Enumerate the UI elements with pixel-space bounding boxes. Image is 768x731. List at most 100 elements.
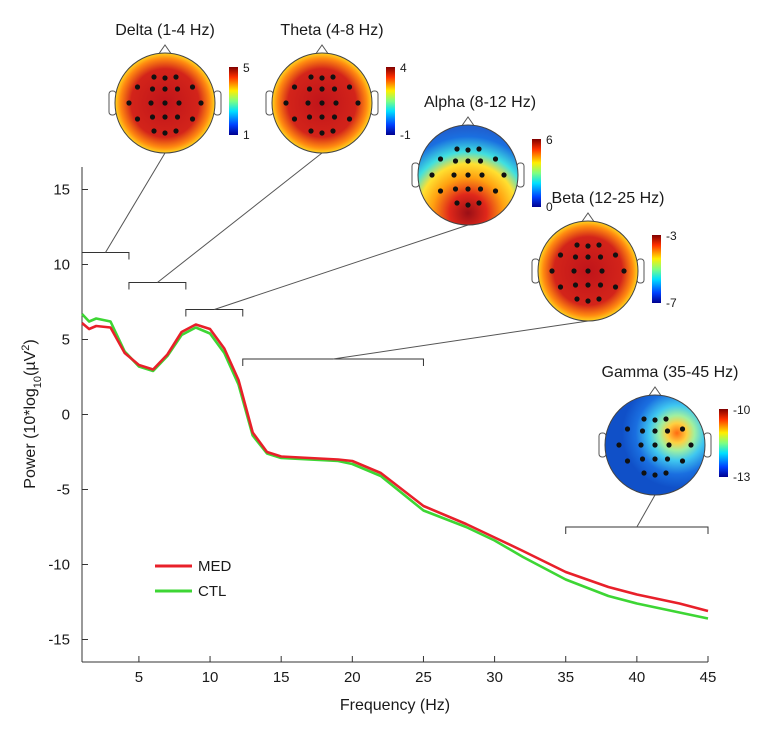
electrode-gamma-13 xyxy=(624,458,631,464)
series-line-med xyxy=(81,322,709,613)
electrode-delta-14 xyxy=(149,114,156,120)
topomap-title-beta: Beta (12-25 Hz) xyxy=(552,190,665,207)
electrode-theta-16 xyxy=(331,114,338,120)
electrode-alpha-0 xyxy=(465,147,471,153)
electrode-gamma-10 xyxy=(652,442,658,448)
y-tick-label--10: -10 xyxy=(48,557,70,574)
topomap-title-theta: Theta (4-8 Hz) xyxy=(280,22,383,39)
x-tick-label-35: 35 xyxy=(557,669,574,686)
connector-line-beta xyxy=(333,320,589,360)
electrode-delta-18 xyxy=(151,128,157,134)
connector-line-gamma xyxy=(636,494,656,528)
electrode-beta-19 xyxy=(585,298,591,304)
colorbar-max-gamma: -10 xyxy=(733,403,751,417)
electrode-delta-4 xyxy=(149,86,156,92)
bracket-line-theta xyxy=(128,282,187,290)
electrode-gamma-15 xyxy=(652,456,658,462)
electrode-theta-17 xyxy=(346,116,353,122)
electrode-alpha-20 xyxy=(476,200,482,206)
electrode-delta-15 xyxy=(162,114,168,120)
topomap-beta: -3 -7 Beta (12-25 Hz) xyxy=(531,190,677,322)
electrode-theta-6 xyxy=(331,86,338,92)
electrode-gamma-9 xyxy=(638,442,644,448)
electrode-alpha-11 xyxy=(479,172,485,178)
electrode-theta-12 xyxy=(355,100,361,106)
electrode-beta-1 xyxy=(574,242,580,248)
electrode-gamma-12 xyxy=(688,442,694,448)
bracket-line-alpha xyxy=(185,309,244,317)
electrode-delta-7 xyxy=(189,84,196,90)
x-tick-group: 5 10 15 20 25 30 35 40 45 xyxy=(135,656,716,686)
colorbar-delta xyxy=(229,67,238,135)
electrode-alpha-5 xyxy=(465,158,471,164)
connector-line-delta xyxy=(105,152,166,253)
colorbar-max-theta: 4 xyxy=(400,61,407,75)
colorbar-max-beta: -3 xyxy=(666,229,677,243)
y-tick-label--15: -15 xyxy=(48,632,70,649)
electrode-alpha-6 xyxy=(477,158,484,164)
electrode-gamma-19 xyxy=(652,472,658,478)
colorbar-min-theta: -1 xyxy=(400,128,411,142)
electrode-alpha-8 xyxy=(429,172,435,178)
topomap-title-delta: Delta (1-4 Hz) xyxy=(115,22,215,39)
colorbar-min-gamma: -13 xyxy=(733,470,751,484)
electrode-beta-9 xyxy=(571,268,577,274)
electrode-theta-14 xyxy=(306,114,313,120)
topomap-group: 5 1 Delta (1-4 Hz) 4 -1 Theta (4-8 Hz) 6 0 Alpha… xyxy=(108,22,751,496)
bracket-line-delta xyxy=(81,252,130,260)
electrode-theta-0 xyxy=(319,75,325,81)
colorbar-max-alpha: 6 xyxy=(546,133,553,147)
electrode-gamma-1 xyxy=(641,416,647,422)
x-axis-label: Frequency (Hz) xyxy=(340,697,450,714)
electrode-theta-8 xyxy=(283,100,289,106)
colorbar-alpha xyxy=(532,139,541,207)
electrode-delta-5 xyxy=(162,86,168,92)
electrode-beta-15 xyxy=(585,282,591,288)
electrode-delta-16 xyxy=(174,114,181,120)
y-tick-label--5: -5 xyxy=(57,482,70,499)
electrode-beta-13 xyxy=(557,284,564,290)
electrode-gamma-16 xyxy=(664,456,671,462)
electrode-delta-19 xyxy=(162,130,168,136)
electrode-alpha-13 xyxy=(437,188,444,194)
electrode-beta-7 xyxy=(612,252,619,258)
series-group xyxy=(81,313,709,620)
electrode-theta-4 xyxy=(306,86,313,92)
electrode-gamma-11 xyxy=(666,442,672,448)
electrode-alpha-18 xyxy=(454,200,460,206)
electrode-beta-12 xyxy=(621,268,627,274)
connector-line-alpha xyxy=(214,224,469,310)
x-tick-label-10: 10 xyxy=(202,669,219,686)
electrode-theta-1 xyxy=(308,74,314,80)
colorbar-max-delta: 5 xyxy=(243,61,250,75)
electrode-delta-13 xyxy=(134,116,141,122)
colorbar-min-beta: -7 xyxy=(666,296,677,310)
electrode-delta-2 xyxy=(173,74,179,80)
colorbar-min-alpha: 0 xyxy=(546,200,553,214)
electrode-alpha-9 xyxy=(451,172,457,178)
topomap-gamma: -10 -13 Gamma (35-45 Hz) xyxy=(598,364,751,496)
electrode-beta-20 xyxy=(596,296,602,302)
electrode-gamma-0 xyxy=(652,417,658,423)
nose-theta xyxy=(314,44,330,56)
colorbar-min-delta: 1 xyxy=(243,128,250,142)
electrode-alpha-3 xyxy=(437,156,444,162)
electrode-gamma-7 xyxy=(679,426,686,432)
y-tick-label-5: 5 xyxy=(62,332,70,349)
electrode-gamma-20 xyxy=(663,470,669,476)
connector-line-theta xyxy=(157,152,323,283)
y-tick-label-0: 0 xyxy=(62,407,70,424)
electrode-alpha-16 xyxy=(477,186,484,192)
electrode-beta-10 xyxy=(585,268,591,274)
electrode-alpha-4 xyxy=(452,158,459,164)
bracket-delta xyxy=(81,152,166,260)
electrode-theta-10 xyxy=(319,100,325,106)
electrode-theta-7 xyxy=(346,84,353,90)
electrode-delta-1 xyxy=(151,74,157,80)
colorbar-beta xyxy=(652,235,661,303)
colorbar-theta xyxy=(386,67,395,135)
bracket-alpha xyxy=(185,224,469,317)
electrode-alpha-1 xyxy=(454,146,460,152)
electrode-beta-0 xyxy=(585,243,591,249)
